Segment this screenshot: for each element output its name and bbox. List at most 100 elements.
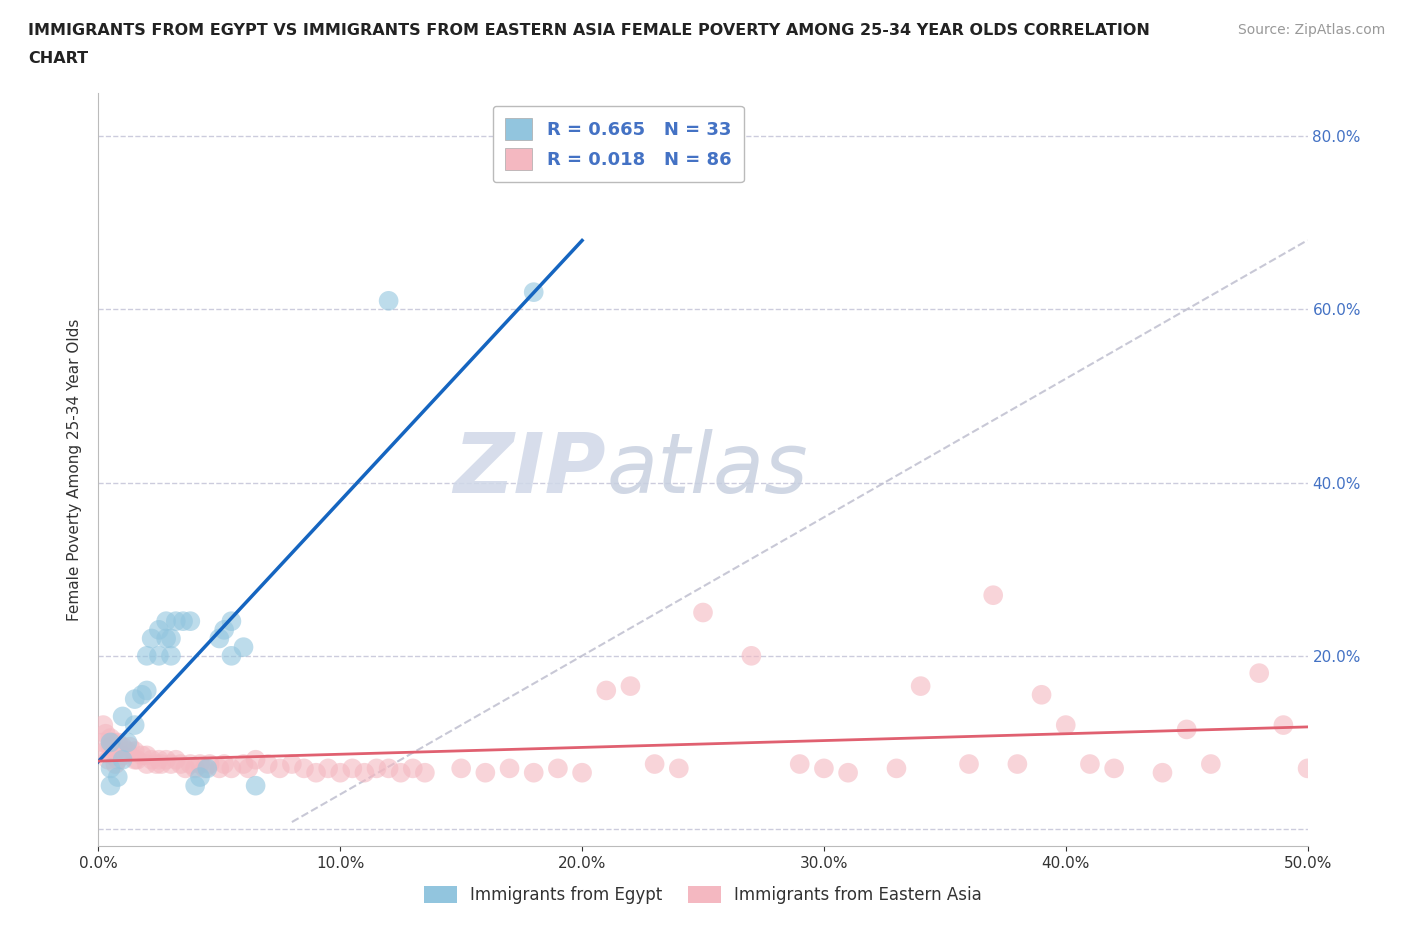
Point: [413, 765, 436, 780]
Point: [148, 648, 170, 663]
Point: [498, 761, 520, 776]
Point: [292, 761, 315, 776]
Point: [305, 765, 328, 780]
Point: [107, 770, 129, 785]
Point: [1007, 757, 1029, 772]
Point: [389, 765, 412, 780]
Point: [1175, 722, 1198, 737]
Point: [523, 285, 546, 299]
Point: [179, 614, 201, 629]
Point: [910, 679, 932, 694]
Point: [135, 683, 157, 698]
Point: [160, 648, 183, 663]
Point: [100, 731, 122, 746]
Point: [97, 752, 120, 767]
Point: [1199, 757, 1222, 772]
Point: [145, 757, 167, 772]
Point: [118, 739, 141, 754]
Point: [238, 761, 260, 776]
Point: [179, 757, 201, 772]
Point: [111, 739, 134, 754]
Point: [94, 726, 117, 741]
Point: [169, 757, 191, 772]
Point: [124, 752, 146, 767]
Point: [1272, 718, 1295, 733]
Point: [124, 718, 146, 733]
Point: [188, 757, 211, 772]
Point: [101, 735, 124, 750]
Point: [886, 761, 908, 776]
Point: [595, 683, 617, 698]
Point: [740, 648, 762, 663]
Point: [195, 761, 218, 776]
Point: [377, 293, 399, 308]
Point: [141, 752, 163, 767]
Point: [256, 757, 278, 772]
Point: [981, 588, 1004, 603]
Point: [107, 735, 129, 750]
Point: [353, 765, 375, 780]
Point: [135, 748, 157, 763]
Point: [131, 687, 153, 702]
Point: [188, 770, 211, 785]
Point: [957, 757, 980, 772]
Point: [692, 605, 714, 620]
Point: [212, 757, 235, 772]
Legend: Immigrants from Egypt, Immigrants from Eastern Asia: Immigrants from Egypt, Immigrants from E…: [416, 878, 990, 912]
Point: [111, 709, 134, 724]
Text: IMMIGRANTS FROM EGYPT VS IMMIGRANTS FROM EASTERN ASIA FEMALE POVERTY AMONG 25-34: IMMIGRANTS FROM EGYPT VS IMMIGRANTS FROM…: [28, 23, 1150, 38]
Point: [124, 744, 146, 759]
Point: [184, 778, 207, 793]
Point: [547, 761, 569, 776]
Point: [117, 735, 139, 750]
Point: [100, 739, 122, 754]
Point: [135, 648, 157, 663]
Point: [281, 757, 304, 772]
Point: [245, 752, 267, 767]
Text: ZIP: ZIP: [454, 429, 606, 511]
Text: Source: ZipAtlas.com: Source: ZipAtlas.com: [1237, 23, 1385, 37]
Point: [198, 757, 221, 772]
Point: [131, 748, 153, 763]
Point: [111, 752, 134, 767]
Point: [450, 761, 472, 776]
Point: [1054, 718, 1077, 733]
Point: [141, 631, 163, 646]
Point: [172, 614, 194, 629]
Point: [107, 752, 129, 767]
Text: CHART: CHART: [28, 51, 89, 66]
Point: [474, 765, 496, 780]
Point: [342, 761, 364, 776]
Point: [366, 761, 388, 776]
Point: [160, 631, 183, 646]
Point: [789, 757, 811, 772]
Point: [184, 761, 207, 776]
Y-axis label: Female Poverty Among 25-34 Year Olds: Female Poverty Among 25-34 Year Olds: [67, 318, 83, 621]
Point: [94, 744, 117, 759]
Point: [148, 622, 170, 637]
Point: [644, 757, 666, 772]
Point: [523, 765, 546, 780]
Point: [160, 757, 183, 772]
Point: [1249, 666, 1271, 681]
Point: [148, 752, 170, 767]
Point: [124, 692, 146, 707]
Point: [104, 757, 127, 772]
Point: [402, 761, 425, 776]
Point: [155, 614, 177, 629]
Point: [1031, 687, 1053, 702]
Point: [619, 679, 641, 694]
Point: [1078, 757, 1101, 772]
Point: [117, 744, 139, 759]
Point: [100, 735, 122, 750]
Point: [208, 761, 231, 776]
Point: [135, 757, 157, 772]
Point: [155, 752, 177, 767]
Point: [101, 748, 124, 763]
Text: atlas: atlas: [606, 429, 808, 511]
Point: [194, 761, 217, 776]
Point: [111, 748, 134, 763]
Point: [150, 757, 173, 772]
Point: [1102, 761, 1125, 776]
Point: [221, 761, 243, 776]
